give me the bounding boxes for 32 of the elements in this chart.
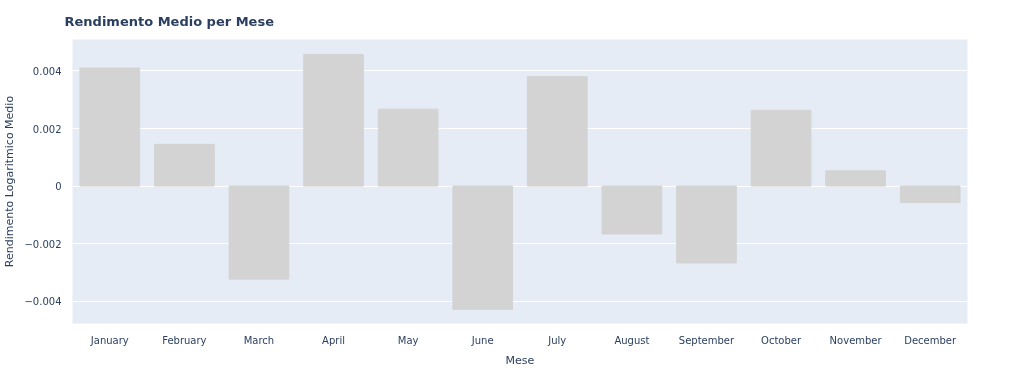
x-tick-label: January (89, 334, 129, 346)
bar (750, 109, 812, 187)
x-tick-label: November (829, 334, 883, 346)
x-tick-label: July (547, 334, 567, 346)
bar (452, 185, 514, 310)
x-axis-title: Mese (505, 353, 535, 367)
y-tick-label: −0.002 (24, 238, 62, 250)
x-tick-label: August (614, 334, 650, 346)
bar (377, 108, 439, 187)
y-axis-title: Rendimento Logaritmico Medio (3, 95, 17, 268)
x-tick-label: March (243, 334, 275, 346)
x-tick-label: October (761, 334, 802, 346)
bar (228, 185, 290, 280)
x-tick-label: February (162, 334, 207, 346)
x-tick-label: June (470, 334, 494, 346)
x-tick-label: May (397, 334, 419, 346)
bar (676, 185, 737, 264)
bar (601, 185, 663, 235)
bar (303, 53, 364, 187)
y-tick-label: −0.004 (24, 296, 62, 308)
bar (526, 76, 588, 187)
y-tick-label: 0.004 (32, 65, 62, 77)
y-tick-label: 0.002 (32, 123, 62, 135)
x-tick-label: September (678, 334, 735, 346)
bar (899, 185, 961, 204)
x-tick-label: December (904, 334, 958, 346)
chart-title: Rendimento Medio per Mese (64, 13, 275, 29)
bar (825, 170, 886, 187)
y-tick-label: 0 (55, 181, 62, 193)
bar (79, 67, 141, 187)
x-tick-label: April (322, 334, 345, 346)
bar (154, 143, 215, 187)
